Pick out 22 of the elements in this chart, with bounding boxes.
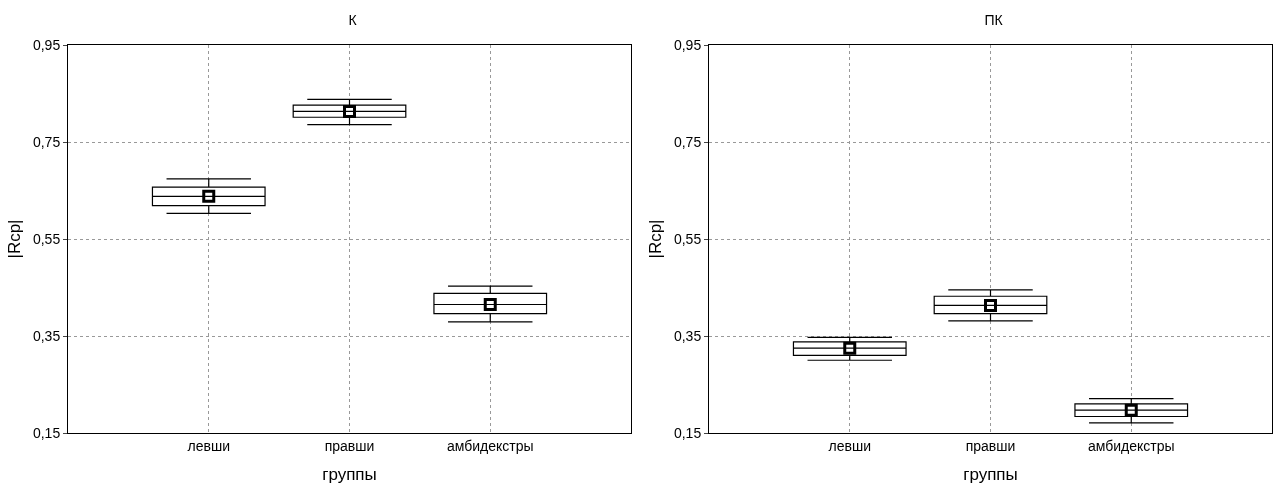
- y-tick-label: 0,55: [32, 230, 61, 247]
- x-tick-label: амбидекстры: [446, 437, 534, 454]
- y-tick-label: 0,95: [32, 36, 61, 53]
- x-axis-title: группы: [322, 465, 377, 485]
- y-tick-label: 0,35: [673, 327, 702, 344]
- x-tick-label: правши: [324, 437, 375, 454]
- y-tick-label: 0,15: [32, 424, 61, 441]
- chart-title: К: [348, 11, 358, 28]
- chart-title: ПК: [984, 11, 1004, 28]
- x-axis-title: группы: [963, 465, 1018, 485]
- y-tick-label: 0,15: [673, 424, 702, 441]
- y-axis-title: |Rср|: [645, 219, 665, 259]
- y-tick-label: 0,75: [32, 133, 61, 150]
- x-tick-label: амбидекстры: [1087, 437, 1175, 454]
- y-tick-label: 0,35: [32, 327, 61, 344]
- y-tick-label: 0,95: [673, 36, 702, 53]
- y-tick-label: 0,75: [673, 133, 702, 150]
- x-tick-label: левши: [828, 437, 871, 454]
- y-tick-label: 0,55: [673, 230, 702, 247]
- x-tick-label: правши: [965, 437, 1016, 454]
- x-tick-label: левши: [187, 437, 230, 454]
- y-axis-title: |Rср|: [4, 219, 24, 259]
